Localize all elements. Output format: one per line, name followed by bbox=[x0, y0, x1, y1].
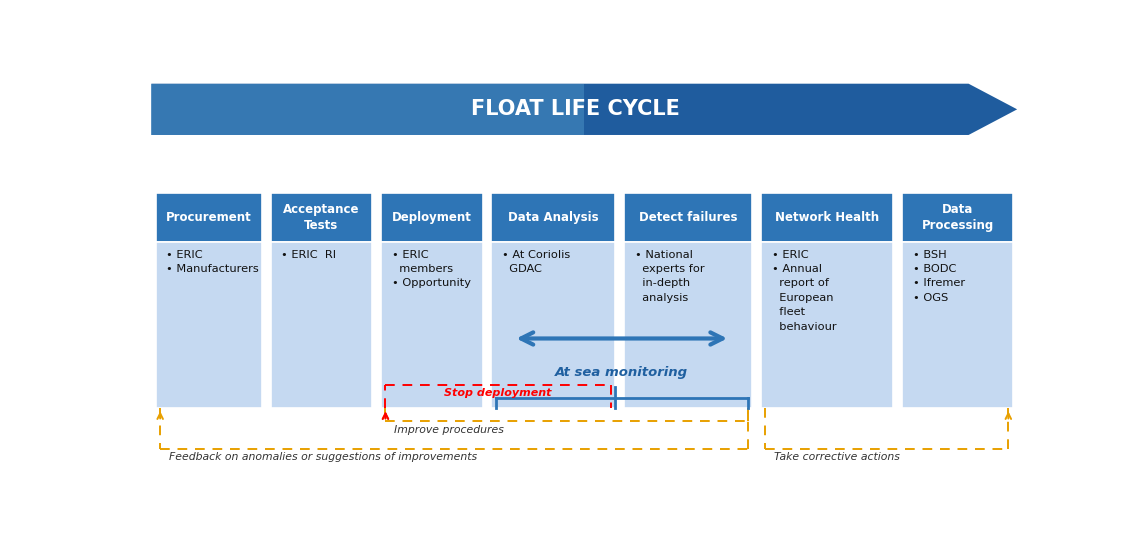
Text: Stop deployment: Stop deployment bbox=[445, 388, 552, 398]
Text: Network Health: Network Health bbox=[775, 211, 879, 224]
Text: • At Coriolis
  GDAC: • At Coriolis GDAC bbox=[502, 250, 570, 274]
FancyBboxPatch shape bbox=[491, 242, 616, 408]
Text: • ERIC
• Manufacturers: • ERIC • Manufacturers bbox=[166, 250, 259, 274]
FancyBboxPatch shape bbox=[491, 193, 616, 242]
Text: • ERIC
  members
• Opportunity: • ERIC members • Opportunity bbox=[392, 250, 471, 288]
Text: Detect failures: Detect failures bbox=[638, 211, 738, 224]
Text: • BSH
• BODC
• Ifremer
• OGS: • BSH • BODC • Ifremer • OGS bbox=[913, 250, 966, 302]
Text: FLOAT LIFE CYCLE: FLOAT LIFE CYCLE bbox=[471, 99, 679, 119]
FancyBboxPatch shape bbox=[270, 242, 372, 408]
Text: Procurement: Procurement bbox=[166, 211, 252, 224]
Text: • ERIC
• Annual
  report of
  European
  fleet
  behaviour: • ERIC • Annual report of European fleet… bbox=[772, 250, 836, 331]
FancyBboxPatch shape bbox=[903, 242, 1012, 408]
Polygon shape bbox=[152, 84, 1017, 135]
Text: Feedback on anomalies or suggestions of improvements: Feedback on anomalies or suggestions of … bbox=[169, 452, 478, 462]
FancyBboxPatch shape bbox=[762, 242, 894, 408]
FancyBboxPatch shape bbox=[381, 193, 482, 242]
Text: At sea monitoring: At sea monitoring bbox=[555, 366, 689, 379]
Text: Improve procedures: Improve procedures bbox=[394, 425, 504, 435]
Text: • National
  experts for
  in-depth
  analysis: • National experts for in-depth analysis bbox=[635, 250, 705, 302]
Text: Data
Processing: Data Processing bbox=[921, 203, 994, 232]
FancyBboxPatch shape bbox=[270, 193, 372, 242]
Text: Data Analysis: Data Analysis bbox=[508, 211, 598, 224]
FancyBboxPatch shape bbox=[381, 242, 482, 408]
FancyBboxPatch shape bbox=[624, 193, 752, 242]
FancyBboxPatch shape bbox=[903, 193, 1012, 242]
FancyBboxPatch shape bbox=[624, 242, 752, 408]
Text: Acceptance
Tests: Acceptance Tests bbox=[283, 203, 359, 232]
Text: • ERIC  RI: • ERIC RI bbox=[282, 250, 336, 260]
FancyBboxPatch shape bbox=[762, 193, 894, 242]
FancyBboxPatch shape bbox=[156, 193, 262, 242]
Polygon shape bbox=[152, 84, 584, 135]
FancyBboxPatch shape bbox=[156, 242, 262, 408]
Text: Deployment: Deployment bbox=[392, 211, 472, 224]
Text: Take corrective actions: Take corrective actions bbox=[774, 452, 901, 462]
